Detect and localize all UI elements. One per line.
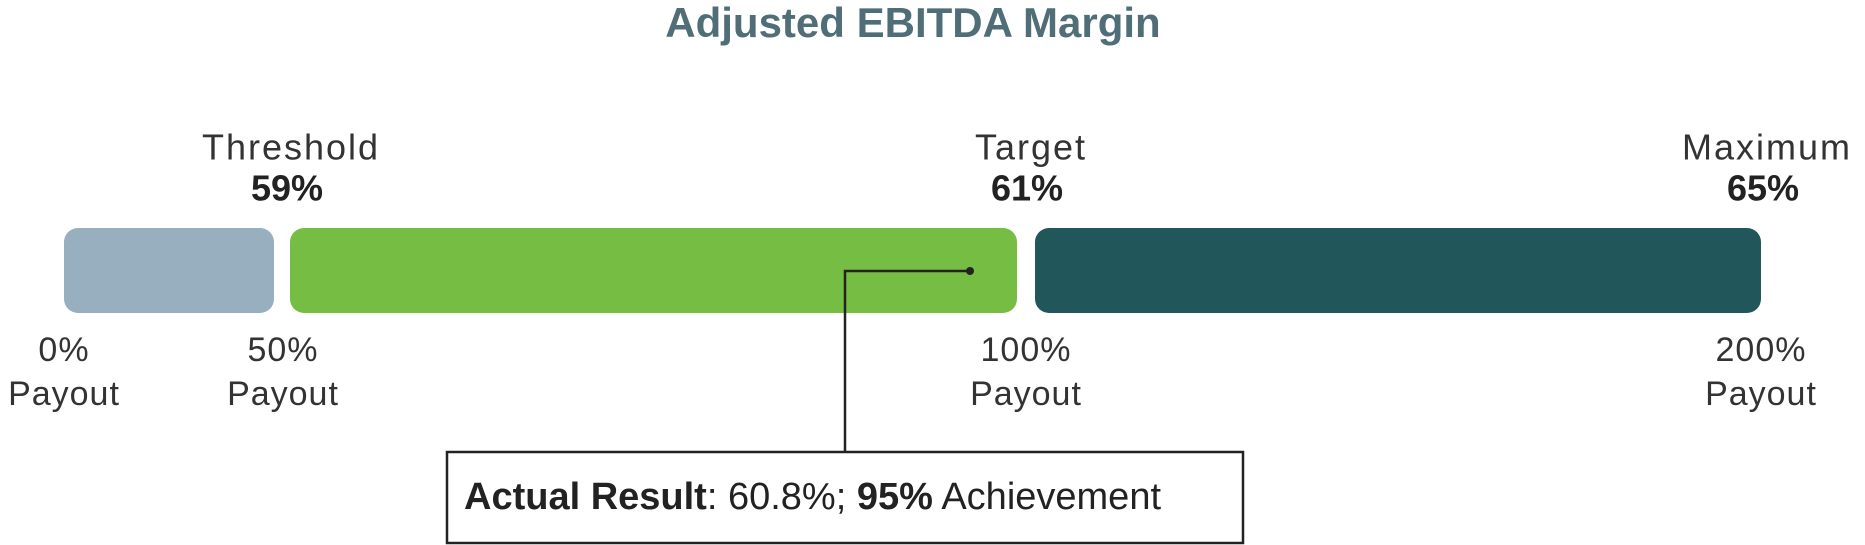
payout-percent: 50%	[247, 331, 318, 369]
level-value: 65%	[1727, 168, 1799, 209]
result-segment: Actual Result	[464, 476, 707, 518]
result-dot	[966, 267, 974, 275]
level-bar	[64, 228, 274, 313]
result-segment: : 60.8%;	[707, 476, 857, 518]
level-bar	[1035, 228, 1761, 313]
title: Adjusted EBITDA Margin	[665, 0, 1160, 46]
connector	[843, 269, 970, 452]
level-value: 61%	[991, 168, 1063, 209]
result-segment: Achievement	[933, 476, 1162, 518]
payout-label: Payout	[970, 375, 1082, 413]
payout-label: Payout	[8, 375, 120, 413]
payout-percent: 100%	[981, 331, 1072, 369]
result-segment: 95%	[857, 476, 933, 518]
payout-label: Payout	[1705, 375, 1817, 413]
result-box	[445, 450, 1245, 545]
result-text: Actual Result: 60.8%; 95% Achievement	[464, 476, 1161, 518]
payout-label: Payout	[227, 375, 339, 413]
level-value: 59%	[251, 168, 323, 209]
payout-percent: 0%	[38, 331, 89, 369]
level-label: Threshold	[202, 127, 380, 168]
level-bar	[290, 228, 1017, 313]
payout-percent: 200%	[1716, 331, 1807, 369]
level-label: Target	[975, 127, 1087, 168]
level-label: Maximum	[1682, 127, 1852, 168]
